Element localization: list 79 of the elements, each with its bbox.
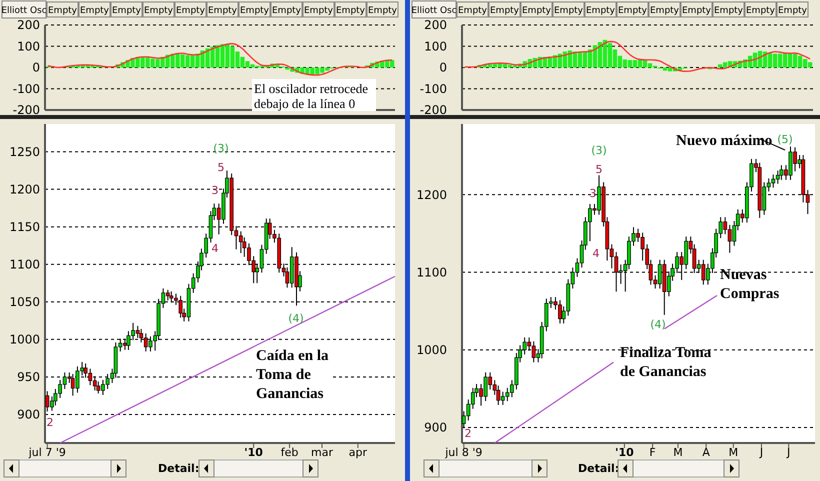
- chart-title: Elliott Osc: [1, 6, 47, 16]
- x-tick-label: feb: [280, 446, 298, 459]
- y-tick-label: 100: [424, 39, 447, 54]
- text: Detail:: [578, 462, 620, 475]
- y-tick-label: 1200: [416, 188, 447, 202]
- text: Empty: [522, 6, 552, 16]
- annotation: Nuevo máximo: [676, 133, 772, 149]
- text: Empty: [112, 6, 142, 16]
- y-tick-label: 1250: [9, 144, 40, 159]
- y-tick-label: 950: [17, 370, 40, 384]
- x-tick-label: '10: [244, 446, 264, 459]
- y-tick-label: 1000: [416, 343, 447, 358]
- text: Empty: [618, 6, 648, 16]
- x-tick-label: A: [702, 446, 710, 459]
- y-tick-label: 1100: [416, 265, 447, 280]
- x-tick-label: mar: [310, 446, 334, 459]
- x-tick-label: J: [786, 446, 790, 459]
- text: Empty: [650, 6, 680, 16]
- text: Empty: [240, 6, 270, 16]
- annotation: (4): [288, 312, 304, 325]
- annotation: (3): [591, 144, 607, 157]
- annotation: 3: [212, 184, 218, 197]
- y-tick-label: 900: [17, 408, 40, 422]
- text: Empty: [144, 6, 174, 16]
- y-tick-label: 200: [424, 18, 447, 32]
- y-tick-label: 100: [17, 39, 40, 54]
- y-tick-label: 0: [439, 60, 447, 75]
- text: Empty: [714, 6, 744, 16]
- y-tick-label: 900: [424, 420, 447, 435]
- annotation: Caída en la Toma de Ganancias: [256, 348, 330, 402]
- text: Empty: [490, 6, 520, 16]
- x-tick-label: apr: [348, 446, 368, 459]
- text: Empty: [746, 6, 776, 16]
- x-tick-label: M: [673, 446, 683, 459]
- annotation: 4: [212, 242, 218, 255]
- y-tick-label: 1050: [9, 295, 40, 310]
- text: Empty: [48, 6, 78, 16]
- y-tick-label: -100: [12, 82, 40, 96]
- annotation: 2: [46, 416, 54, 429]
- annotation: 5: [596, 162, 602, 176]
- text: Detail:: [158, 462, 200, 475]
- text: Empty: [176, 6, 206, 16]
- y-tick-label: 1000: [9, 332, 40, 347]
- x-tick-label: F: [649, 446, 656, 459]
- annotation: Nuevas Compras: [720, 267, 780, 302]
- annotation: Finaliza Toma de Ganancias: [620, 345, 712, 380]
- y-tick-label: 200: [17, 18, 40, 32]
- chart-title: Elliott Osc: [411, 6, 457, 16]
- text: Empty: [586, 6, 616, 16]
- y-tick-label: 1100: [9, 258, 40, 272]
- x-tick-label: '10: [615, 446, 634, 459]
- y-tick-label: -100: [420, 82, 447, 96]
- annotation: 3: [590, 186, 596, 200]
- annotation: (4): [650, 318, 666, 331]
- text: Empty: [368, 6, 398, 16]
- annotation: (5): [777, 132, 793, 146]
- text: Empty: [554, 6, 584, 16]
- x-tick-label: M: [728, 446, 738, 459]
- y-tick-label: -200: [420, 103, 447, 118]
- annotation: 4: [592, 246, 600, 260]
- text: Empty: [304, 6, 334, 16]
- y-tick-label: -200: [12, 103, 40, 118]
- text: Empty: [80, 6, 110, 16]
- text: Empty: [458, 6, 488, 16]
- y-tick-label: 1200: [9, 182, 40, 196]
- text: Empty: [682, 6, 712, 16]
- text: Empty: [272, 6, 302, 16]
- x-tick-label: J: [758, 446, 764, 459]
- x-tick-label: jul 8 '9: [444, 446, 482, 459]
- annotation: 2: [464, 426, 472, 440]
- x-tick-label: jul 7 '9: [28, 446, 66, 459]
- y-tick-label: 0: [32, 60, 40, 75]
- annotation: (3): [213, 142, 229, 155]
- y-tick-label: 1150: [9, 220, 40, 234]
- annotation: 5: [218, 160, 224, 174]
- text: Empty: [208, 6, 238, 16]
- text: Empty: [336, 6, 366, 16]
- annotation: El oscilador retrocede debajo de la línea 0: [254, 81, 368, 111]
- text: Empty: [778, 6, 808, 16]
